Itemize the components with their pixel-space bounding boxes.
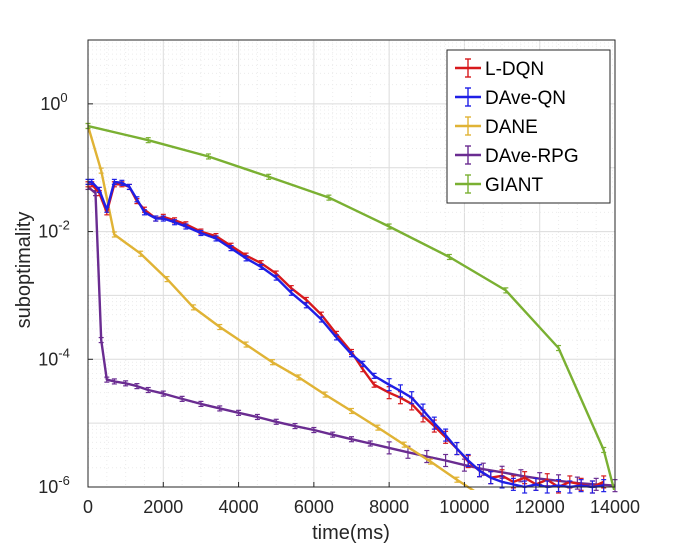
x-tick-label: 4000 [219, 497, 259, 517]
legend-entry: DAve-RPG [455, 145, 579, 167]
series-dane [85, 122, 475, 490]
legend-label: GIANT [485, 175, 543, 196]
x-tick-label: 14000 [590, 497, 640, 517]
series-layer [85, 122, 618, 494]
series-line [88, 180, 604, 489]
y-tick-label: 10-4 [38, 345, 70, 369]
y-tick-label: 10-2 [38, 218, 70, 242]
legend-entry: DAve-QN [455, 87, 566, 109]
legend-entry: L-DQN [455, 58, 544, 80]
x-axis-label: time(ms) [312, 522, 390, 544]
x-tick-label: 0 [83, 497, 93, 517]
x-tick-label: 8000 [369, 497, 409, 517]
x-tick-label: 6000 [294, 497, 334, 517]
legend-entry: GIANT [455, 174, 543, 196]
y-tick-label: 10-6 [38, 473, 70, 497]
series-giant [85, 122, 615, 490]
series-dave-qn [85, 178, 607, 494]
legend-label: DAve-RPG [485, 146, 579, 167]
x-tick-label: 12000 [515, 497, 565, 517]
legend-label: DAve-QN [485, 88, 566, 109]
y-tick-label: 100 [40, 90, 67, 114]
plot-frame [87, 39, 616, 488]
legend-label: DANE [485, 117, 538, 138]
legend-entry: DANE [455, 116, 538, 138]
legend-label: L-DQN [485, 59, 544, 80]
x-tick-label: 10000 [439, 497, 489, 517]
y-axis-label: suboptimality [13, 212, 35, 329]
ticks: 0 2000 4000 6000 8000 10000 12000 14000 10-6 10-4… [38, 90, 640, 517]
legend: L-DQN DAve-QN DANE DAve-RPG GIANT [446, 49, 611, 204]
x-tick-label: 2000 [143, 497, 183, 517]
